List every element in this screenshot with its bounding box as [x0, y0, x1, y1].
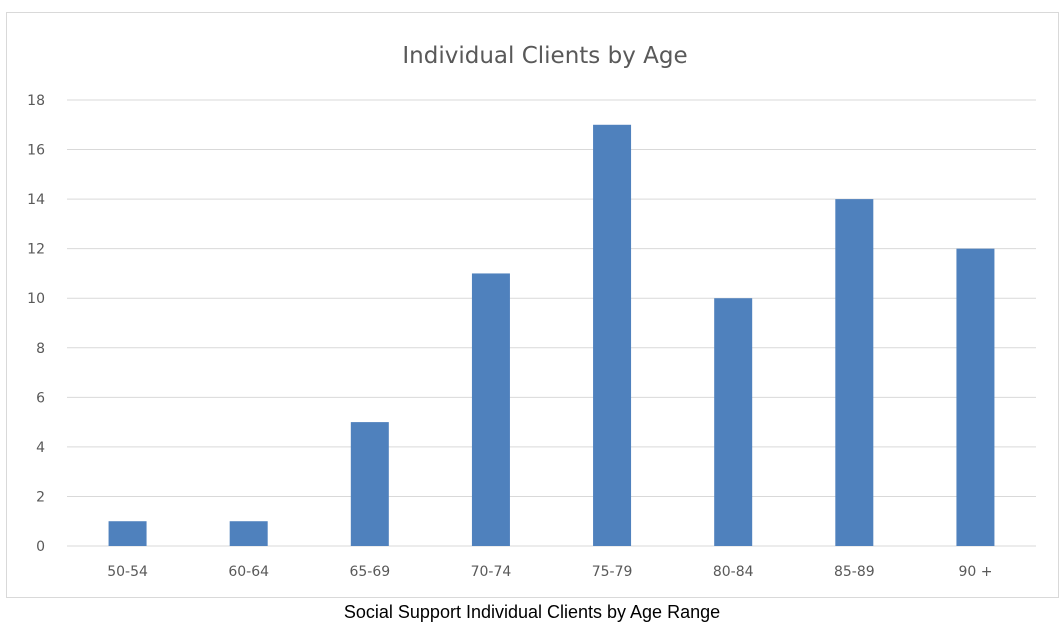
figure-caption: Social Support Individual Clients by Age…	[343, 602, 721, 622]
bar-75-79	[593, 124, 632, 547]
x-tick-label: 90 +	[958, 564, 992, 580]
x-tick-label: 65-69	[349, 564, 390, 580]
bar-65-69	[350, 422, 389, 546]
y-tick-label: 16	[27, 143, 45, 159]
bar-50-54	[108, 521, 147, 546]
bars	[108, 124, 995, 547]
y-tick-label: 6	[36, 390, 45, 406]
x-tick-label: 75-79	[592, 564, 633, 580]
bar-80-84	[714, 298, 753, 546]
bar-85-89	[835, 199, 874, 546]
bar-60-64	[229, 521, 268, 546]
chart-frame	[6, 12, 1059, 598]
x-tick-label: 85-89	[834, 564, 875, 580]
x-tick-label: 70-74	[471, 564, 512, 580]
y-tick-label: 12	[27, 242, 45, 258]
y-tick-label: 0	[36, 539, 45, 555]
chart-title: Individual Clients by Age	[402, 43, 687, 69]
x-tick-label: 80-84	[713, 564, 754, 580]
y-tick-label: 4	[36, 440, 45, 456]
y-tick-label: 14	[27, 192, 45, 208]
bar-chart: Individual Clients by Age 0 2 4 6 8 10 12 14 16 1…	[27, 43, 1036, 580]
y-axis-ticks: 0 2 4 6 8 10 12 14 16 18	[27, 93, 45, 555]
x-axis-ticks: 50-54 60-64 65-69 70-74 75-79 80-84 85-89 90 +	[107, 564, 992, 580]
y-tick-label: 8	[36, 341, 45, 357]
gridlines	[67, 99, 1036, 547]
bar-70-74	[471, 273, 510, 546]
y-tick-label: 10	[27, 291, 45, 307]
y-tick-label: 18	[27, 93, 45, 109]
x-tick-label: 50-54	[107, 564, 148, 580]
x-tick-label: 60-64	[228, 564, 269, 580]
y-tick-label: 2	[36, 489, 45, 505]
bar-90	[956, 248, 995, 546]
